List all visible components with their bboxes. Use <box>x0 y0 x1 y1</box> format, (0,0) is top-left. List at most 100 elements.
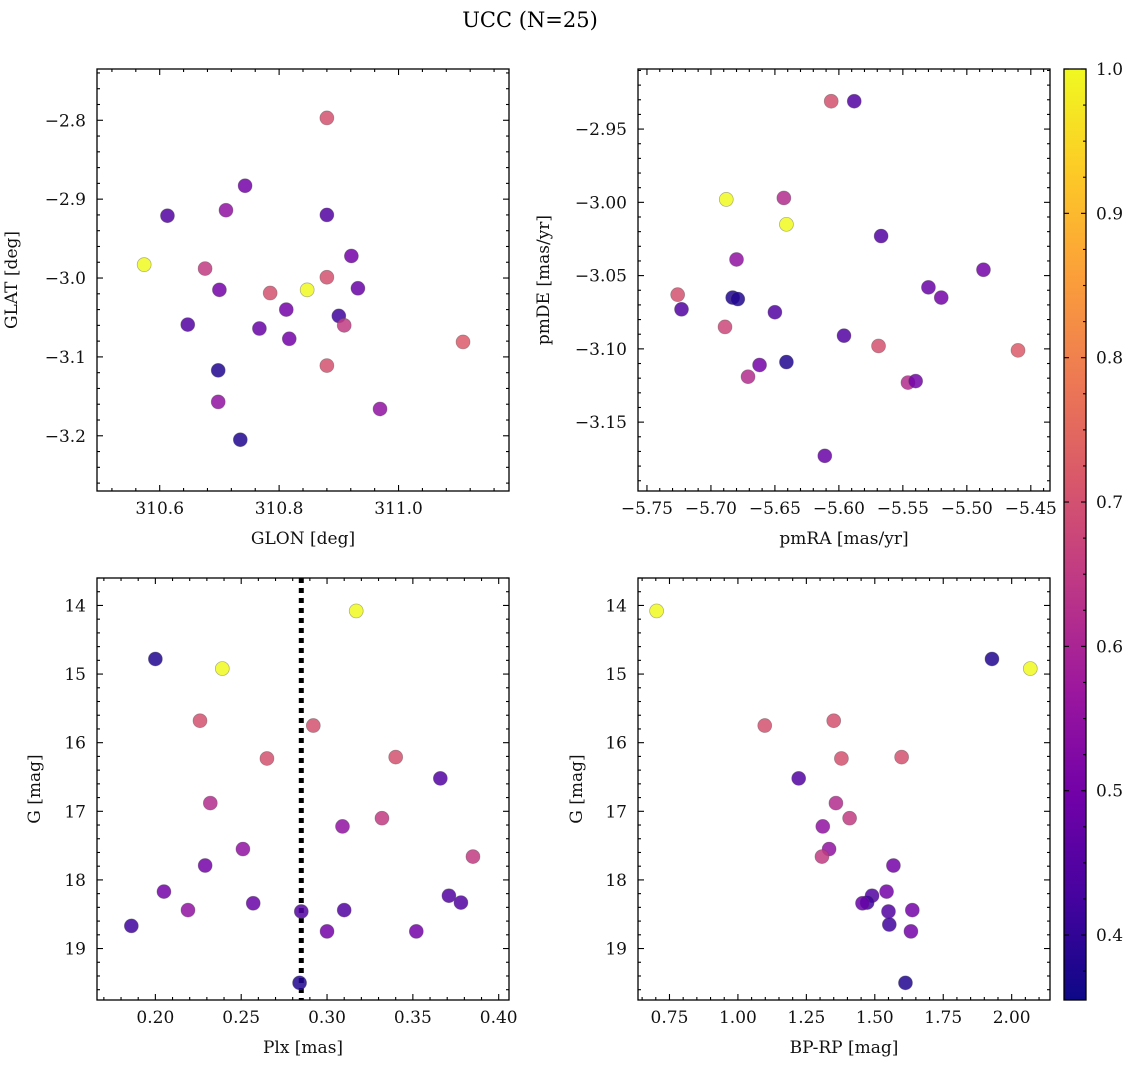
y-tick-label: 16 <box>64 734 86 754</box>
data-point <box>879 884 894 899</box>
data-point <box>757 718 773 733</box>
x-axis-label: pmRA [mas/yr] <box>779 529 908 549</box>
data-point <box>245 895 261 911</box>
x-tick-label: −5.65 <box>749 499 801 519</box>
data-point <box>372 401 388 417</box>
data-point <box>873 228 889 244</box>
y-tick-label: 15 <box>64 665 86 685</box>
data-point <box>1022 661 1038 676</box>
colorbar-frame <box>1063 68 1087 1001</box>
data-point <box>319 358 335 373</box>
data-point <box>235 841 251 857</box>
figure-title: UCC (N=25) <box>462 8 598 32</box>
y-tick-label: 14 <box>605 596 627 616</box>
colorbar-tick-label: 0.4 <box>1096 926 1123 946</box>
y-tick-label: 18 <box>64 871 86 891</box>
data-point <box>674 301 689 317</box>
data-point <box>441 888 457 904</box>
data-point <box>335 819 350 834</box>
data-point <box>846 93 862 109</box>
data-point <box>160 208 175 224</box>
data-point <box>779 354 794 370</box>
data-point <box>218 202 234 218</box>
x-tick-label: −5.70 <box>685 499 737 519</box>
data-point <box>828 795 844 811</box>
data-point <box>903 924 919 939</box>
axes-frame <box>96 68 510 492</box>
y-tick-label: 19 <box>64 940 86 960</box>
data-point <box>299 282 315 298</box>
data-point <box>210 394 226 410</box>
data-point <box>278 302 294 317</box>
data-point <box>815 819 831 834</box>
data-point <box>1010 342 1026 358</box>
data-point <box>455 334 471 350</box>
axes-frame <box>96 577 510 1001</box>
x-tick-label: 1.75 <box>924 1008 962 1028</box>
y-axis-label: pmDE [mas/yr] <box>534 215 554 345</box>
x-tick-label: 0.75 <box>651 1008 689 1028</box>
data-point <box>148 651 163 667</box>
data-point <box>826 713 842 729</box>
x-tick-label: 1.00 <box>719 1008 757 1028</box>
data-point <box>933 290 949 305</box>
data-point <box>779 216 794 232</box>
data-point <box>718 192 734 207</box>
data-point <box>214 661 230 676</box>
x-tick-label: 310.6 <box>135 499 184 519</box>
data-point <box>202 795 218 811</box>
x-tick-label: −5.75 <box>621 499 673 519</box>
data-point <box>180 902 196 918</box>
data-point <box>388 749 404 765</box>
y-tick-label: −2.95 <box>575 120 627 140</box>
data-point <box>976 262 991 278</box>
points <box>649 603 1038 991</box>
colorbar-gradient <box>1064 69 1086 1000</box>
colorbar: 0.4 0.5 0.6 0.7 0.8 0.9 1.0 <box>1063 60 1123 1001</box>
y-axis-label: GLAT [deg] <box>2 231 22 329</box>
points <box>123 578 481 1000</box>
scatter-panel: 310.6 310.8 311.0 −2.8 −2.9 −3.0 −3.1 −3.2 GLON … <box>2 68 510 549</box>
data-point <box>871 338 886 354</box>
data-point <box>319 207 335 223</box>
data-point <box>886 858 901 873</box>
data-point <box>814 849 830 864</box>
points <box>670 93 1026 464</box>
y-axis-label: G [mag] <box>25 754 45 823</box>
data-point <box>293 904 309 919</box>
x-tick-label: 310.8 <box>255 499 304 519</box>
data-point <box>136 257 152 272</box>
data-point <box>740 369 756 385</box>
y-tick-label: −3.0 <box>45 269 86 289</box>
y-tick-label: 17 <box>605 802 627 822</box>
data-point <box>730 291 746 307</box>
data-point <box>197 261 213 276</box>
scatter-panel: 0.75 1.00 1.25 1.50 1.75 2.00 14 15 16 17 18 19 BP-R… <box>567 577 1051 1058</box>
data-point <box>649 603 664 619</box>
colorbar-tick-label: 1.0 <box>1096 60 1123 80</box>
data-point <box>197 858 213 873</box>
data-point <box>842 810 857 826</box>
data-point <box>670 287 686 303</box>
x-tick-label: 311.0 <box>374 499 423 519</box>
data-point <box>319 110 335 126</box>
x-tick-label: 0.25 <box>222 1008 260 1028</box>
x-tick-label: −5.45 <box>1005 499 1057 519</box>
data-point <box>344 248 359 264</box>
colorbar-tick-label: 0.5 <box>1096 782 1123 802</box>
data-point <box>232 432 248 448</box>
data-point <box>374 810 390 826</box>
points <box>136 110 471 448</box>
y-tick-label: −3.10 <box>575 340 627 360</box>
x-axis-label: GLON [deg] <box>251 529 355 549</box>
data-point <box>262 285 278 301</box>
panels: 310.6 310.8 311.0 −2.8 −2.9 −3.0 −3.1 −3.2 GLON … <box>2 68 1057 1058</box>
y-tick-label: −2.8 <box>45 111 86 131</box>
axes-frame <box>637 577 1051 1001</box>
data-point <box>752 357 767 373</box>
data-point <box>336 318 352 333</box>
colorbar-tick-label: 0.8 <box>1096 349 1123 369</box>
y-tick-label: −3.2 <box>45 427 86 447</box>
x-tick-label: −5.60 <box>813 499 865 519</box>
